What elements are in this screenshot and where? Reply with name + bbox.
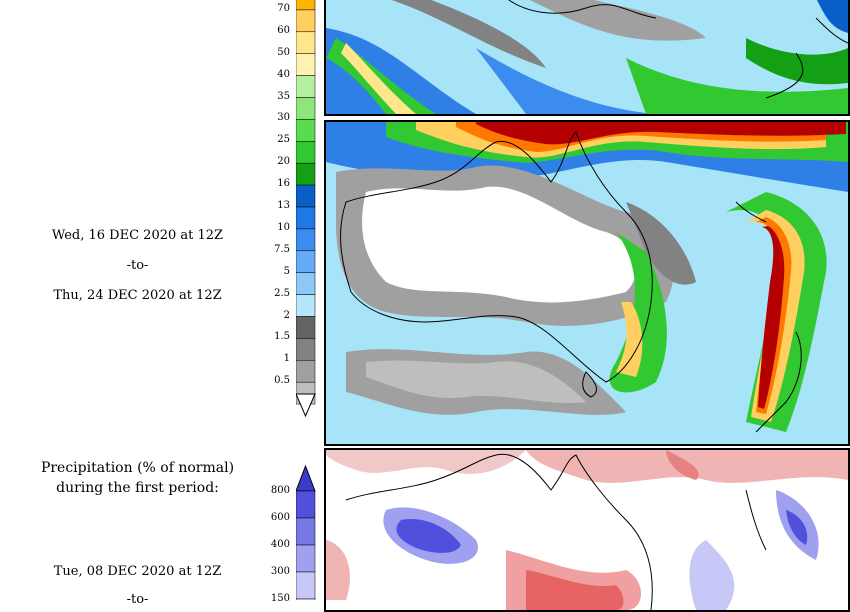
precip-colorbar-tick-label: 2 (283, 309, 290, 321)
precip-map-first-svg (326, 0, 848, 114)
second-period-end: Thu, 24 DEC 2020 at 12Z (53, 288, 222, 303)
anomaly-title-line1: Precipitation (% of normal) (40, 460, 235, 476)
precip-colorbar-segment (296, 53, 316, 76)
precip-colorbar-tick-label: 40 (277, 68, 290, 80)
second-period-start: Wed, 16 DEC 2020 at 12Z (51, 228, 224, 243)
precip-colorbar-tick-label: 7.5 (274, 243, 290, 255)
anomaly-period-start: Tue, 08 DEC 2020 at 12Z (53, 564, 222, 579)
precip-colorbar-segment (296, 316, 316, 339)
precip-colorbar-svg (296, 0, 316, 418)
anomaly-colorbar-segment (296, 490, 316, 519)
precip-colorbar-tick-label: 1.5 (274, 331, 290, 343)
precip-colorbar-tick-label: 35 (277, 90, 290, 102)
precip-colorbar-segment (296, 162, 316, 186)
anomaly-colorbar-tick-label: 800 (270, 485, 290, 496)
anomaly-colorbar-tick-label: 300 (270, 566, 290, 577)
precip-colorbar-tick-label: 13 (277, 200, 290, 211)
anomaly-map-svg (326, 450, 848, 610)
anomaly-map (324, 448, 850, 612)
anomaly-colorbar (296, 464, 316, 600)
precip-map-first-period (324, 0, 850, 116)
second-period-to: -to- (126, 258, 149, 273)
precip-map-second-period (324, 120, 850, 446)
precip-colorbar-tick-label: 2.5 (274, 287, 290, 299)
precip-colorbar-segment (296, 294, 316, 317)
precip-colorbar-segment (296, 338, 316, 361)
precip-colorbar-tick-label: 30 (277, 112, 290, 124)
precip-colorbar-tick-label: 0.5 (274, 375, 290, 387)
precip-colorbar-segment (296, 360, 316, 383)
anomaly-colorbar-tick-label: 150 (270, 593, 290, 604)
precip-colorbar-segment (296, 97, 316, 120)
precip-colorbar-tick-label: 70 (277, 2, 290, 14)
anomaly-colorbar-tick-label: 600 (270, 512, 290, 523)
precip-colorbar-segment (296, 206, 316, 230)
precip-colorbar-tick-label: 60 (277, 24, 290, 36)
anomaly-colorbar-segment (296, 517, 316, 546)
precip-colorbar-segment (296, 119, 316, 142)
precip-map-second-svg (326, 122, 848, 444)
precip-colorbar-tick-label: 1 (283, 353, 290, 365)
precip-colorbar-segment (296, 272, 316, 295)
precip-colorbar-segment (296, 250, 316, 273)
anomaly-colorbar-segment (296, 571, 316, 600)
precip-colorbar-segment (296, 9, 316, 33)
precip-colorbar-segment (296, 184, 316, 208)
precip-colorbar (296, 0, 316, 420)
precip-colorbar-segment (296, 141, 316, 164)
precip-colorbar-segment (296, 228, 316, 252)
precip-colorbar-segment (296, 75, 316, 98)
precip-colorbar-tick-label: 10 (277, 221, 290, 233)
anomaly-colorbar-segment (296, 544, 316, 573)
anomaly-title-line2: during the first period: (56, 480, 219, 496)
precip-colorbar-tick-label: 20 (277, 156, 290, 168)
precip-colorbar-tick-label: 50 (277, 46, 290, 58)
precip-colorbar-segment (296, 31, 316, 54)
precip-colorbar-segment (296, 0, 316, 11)
anomaly-colorbar-tick-label: 400 (270, 539, 290, 550)
precip-colorbar-tick-label: 25 (277, 134, 290, 146)
precip-colorbar-tick-label: 16 (277, 178, 290, 190)
precip-colorbar-tick-label: 5 (283, 265, 290, 277)
anomaly-colorbar-svg (296, 464, 316, 600)
